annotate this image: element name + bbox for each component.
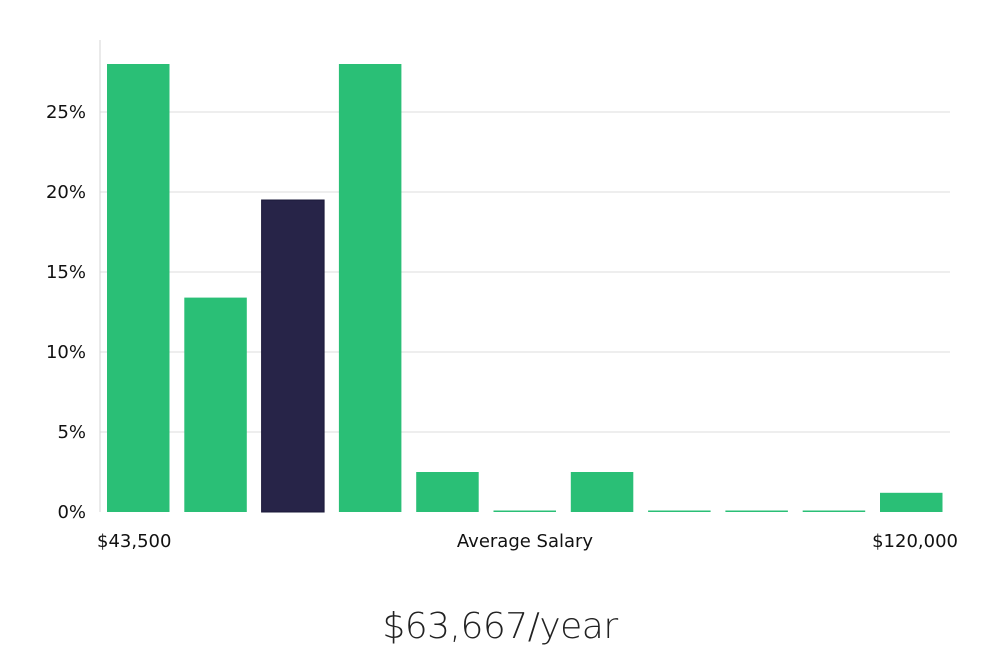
y-axis-ticks: 0% 5% 10% 15% 20% 25% [46, 102, 86, 523]
bar [802, 510, 866, 512]
y-tick-label: 20% [46, 182, 86, 203]
bar-highlighted [261, 199, 325, 513]
bar [493, 510, 556, 512]
y-tick-label: 0% [57, 502, 86, 523]
x-min-label: $43,500 [97, 531, 171, 552]
bar [648, 510, 711, 512]
bar [184, 297, 247, 512]
y-tick-label: 5% [57, 422, 86, 443]
y-tick-label: 15% [46, 262, 86, 283]
bar [880, 492, 943, 512]
bar [416, 472, 479, 512]
y-tick-label: 25% [46, 102, 86, 123]
bar [338, 64, 402, 512]
salary-histogram: 0%5%10%15%20%25% $43,500 Average Salary … [46, 40, 958, 552]
y-tick-label: 10% [46, 342, 86, 363]
bar [725, 510, 788, 512]
bars [107, 64, 943, 513]
average-salary-value: $63,667/year [382, 606, 618, 647]
x-axis-title: Average Salary [457, 531, 594, 552]
bar [570, 472, 634, 512]
bar [107, 64, 170, 512]
x-max-label: $120,000 [872, 531, 958, 552]
